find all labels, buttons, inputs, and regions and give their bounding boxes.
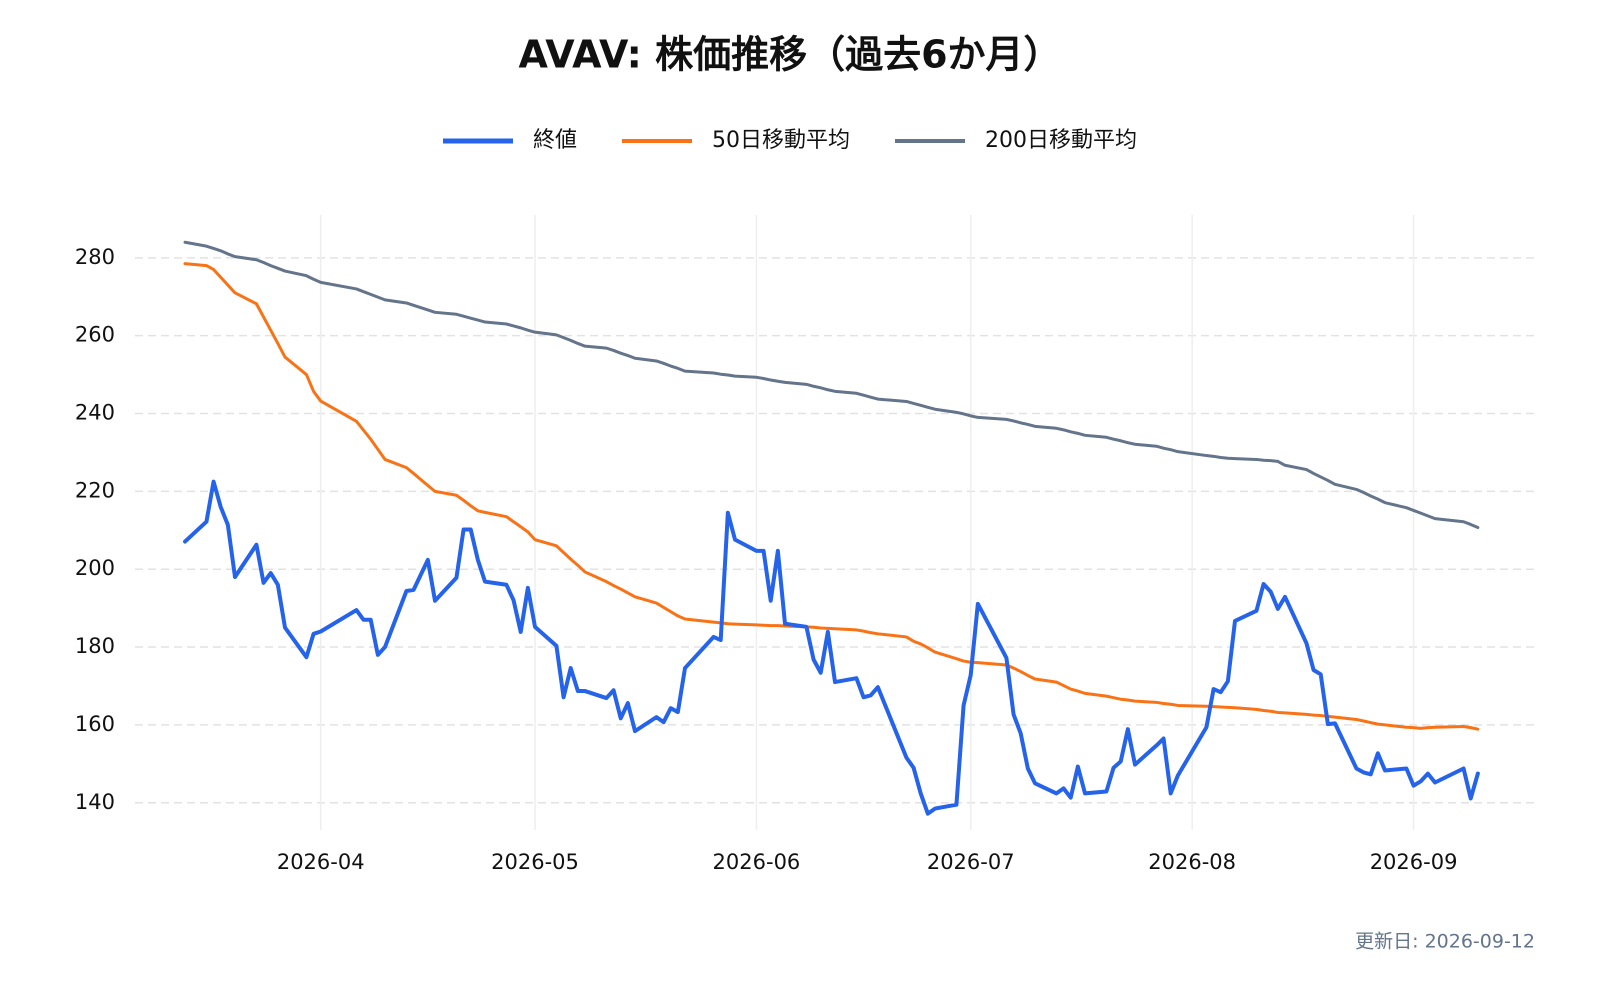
series-line (183, 240, 1480, 530)
x-tick-label: 2026-04 (277, 850, 365, 874)
y-tick-label: 280 (75, 245, 115, 269)
legend-label: 200日移動平均 (985, 128, 1137, 153)
series-line (183, 479, 1480, 816)
y-tick-label: 180 (75, 634, 115, 658)
y-tick-label: 160 (75, 712, 115, 736)
y-tick-label: 140 (75, 790, 115, 814)
y-tick-label: 260 (75, 323, 115, 347)
series-line (183, 262, 1480, 731)
y-tick-label: 220 (75, 478, 115, 502)
x-tick-label: 2026-06 (713, 850, 801, 874)
x-tick-label: 2026-05 (491, 850, 579, 874)
footer: 更新日: 2026-09-12 (1355, 931, 1535, 953)
chart-title: AVAV: 株価推移（過去6か月） (518, 33, 1061, 77)
legend-label: 終値 (533, 128, 577, 153)
y-tick-label: 240 (75, 401, 115, 425)
x-tick-label: 2026-07 (927, 850, 1015, 874)
x-tick-label: 2026-09 (1370, 850, 1458, 874)
legend: 終値 50日移動平均 200日移動平均 (442, 128, 1137, 153)
x-tick-label: 2026-08 (1148, 850, 1236, 874)
y-tick-label: 200 (75, 556, 115, 580)
legend-label: 50日移動平均 (712, 128, 850, 153)
